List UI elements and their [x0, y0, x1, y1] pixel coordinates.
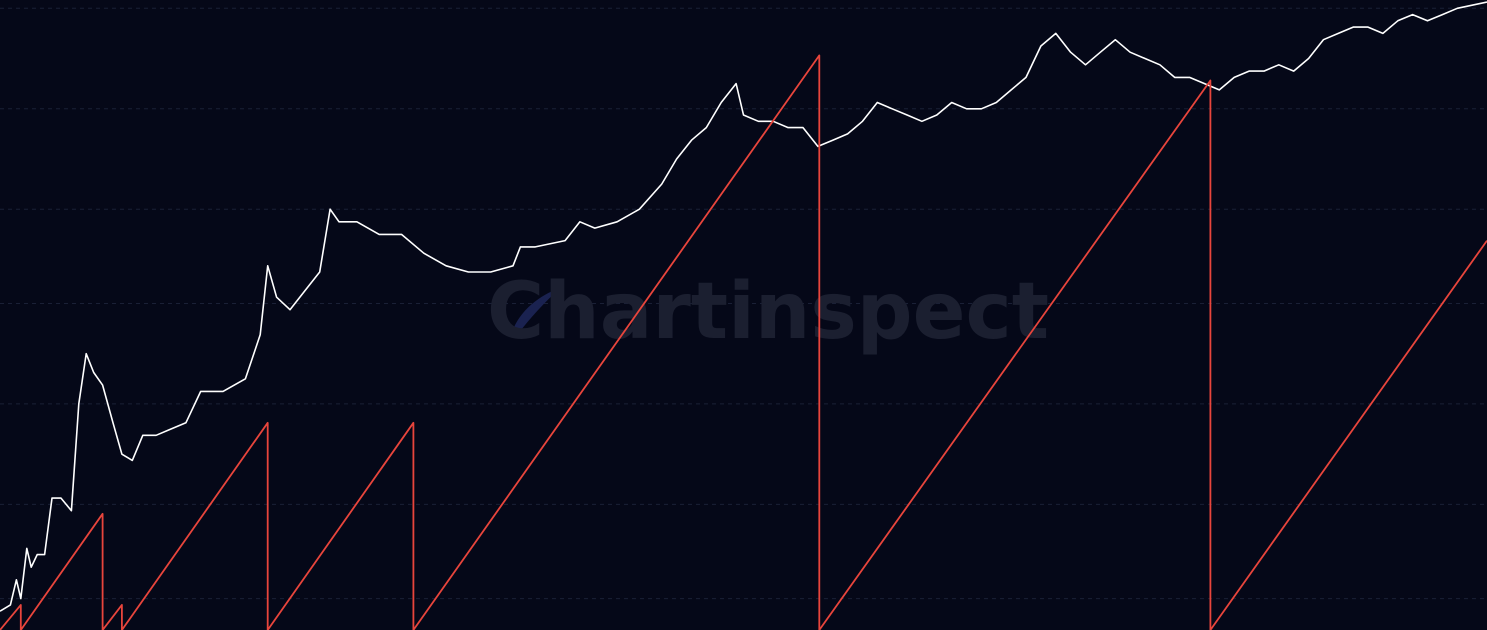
watermark-logo-icon [512, 288, 560, 334]
price-series-line [0, 1, 1487, 612]
cycle-series-line [0, 54, 1487, 630]
watermark-text: Chartinspect [487, 267, 1049, 357]
watermark: Chartinspect [487, 267, 1049, 357]
